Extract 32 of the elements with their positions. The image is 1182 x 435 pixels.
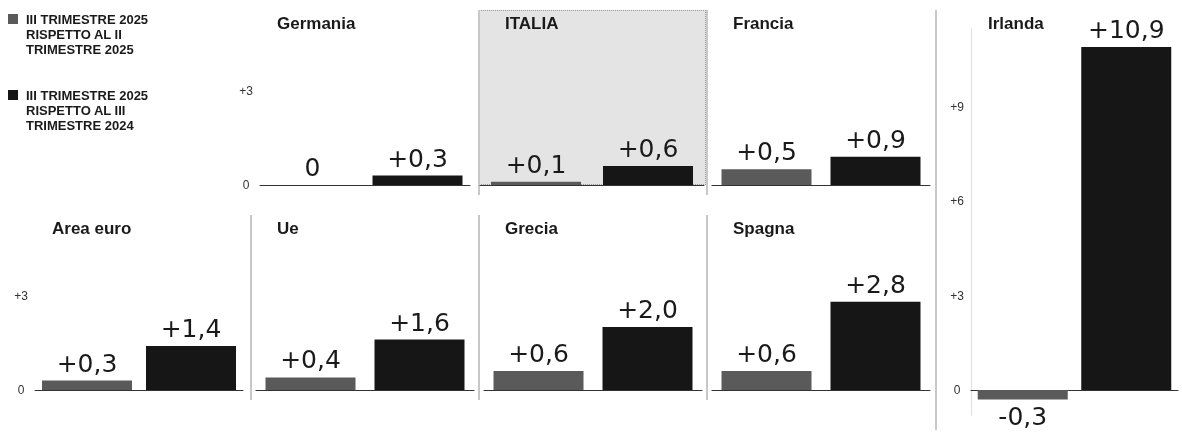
- y-tick-label: +3: [239, 83, 254, 98]
- y-tick-label: +3: [14, 288, 29, 303]
- data-label: +0,3: [56, 348, 118, 378]
- chart-title: Ue: [277, 219, 299, 238]
- data-label: +0,5: [736, 137, 797, 167]
- data-label: +0,9: [845, 124, 906, 154]
- chart-title: Spagna: [733, 219, 795, 238]
- data-label: +0,3: [387, 143, 448, 173]
- y-tick-label: +3: [950, 288, 965, 303]
- data-label: +0,6: [508, 339, 569, 369]
- y-tick-label: +6: [950, 194, 965, 209]
- chart-title: Francia: [733, 14, 795, 33]
- chart-title: Grecia: [505, 219, 559, 238]
- data-label: +1,6: [389, 307, 450, 337]
- data-label: -0,3: [998, 402, 1048, 432]
- y-tick-label: +9: [950, 99, 965, 114]
- chart-title: ITALIA: [505, 14, 559, 33]
- chart-title: Germania: [277, 14, 356, 33]
- data-label: 0: [304, 153, 321, 182]
- text: III TRIMESTRE 2025 RISPETTO AL III TRIMESTRE 2024: [26, 88, 150, 133]
- data-label: +0,4: [280, 345, 341, 375]
- chart-title: Area euro: [52, 219, 132, 238]
- data-label: +10,9: [1087, 14, 1165, 44]
- data-label: +2,0: [617, 295, 678, 324]
- data-label: +0,6: [736, 339, 797, 369]
- data-label: +0,6: [617, 134, 679, 164]
- data-label: +0,1: [505, 149, 567, 179]
- data-label: +2,8: [845, 269, 906, 299]
- chart-title: Irlanda: [988, 14, 1045, 33]
- y-tick-label: 0: [953, 383, 961, 398]
- text: III TRIMESTRE 2025 RISPETTO AL II TRIMESTRE 2025: [26, 12, 150, 57]
- data-label: +1,4: [160, 313, 222, 343]
